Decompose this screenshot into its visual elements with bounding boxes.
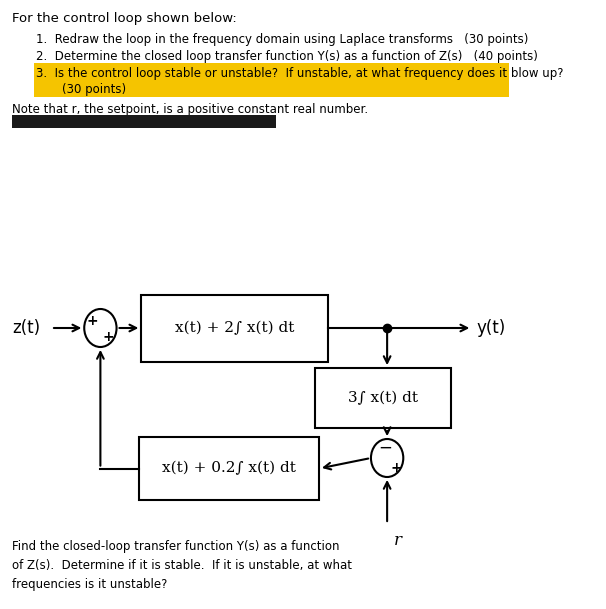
Text: x(t) + 0.2∫ x(t) dt: x(t) + 0.2∫ x(t) dt xyxy=(162,462,296,476)
Bar xyxy=(139,437,319,500)
Text: 1.  Redraw the loop in the frequency domain using Laplace transforms   (30 point: 1. Redraw the loop in the frequency doma… xyxy=(36,33,528,46)
Text: 3.  Is the control loop stable or unstable?  If unstable, at what frequency does: 3. Is the control loop stable or unstabl… xyxy=(36,67,563,80)
Text: z(t): z(t) xyxy=(12,319,40,337)
Text: x(t) + 2∫ x(t) dt: x(t) + 2∫ x(t) dt xyxy=(175,322,294,336)
Text: +: + xyxy=(391,461,402,475)
Text: For the control loop shown below:: For the control loop shown below: xyxy=(12,12,237,25)
Text: +: + xyxy=(102,330,114,344)
Text: r: r xyxy=(394,532,402,549)
Bar xyxy=(141,295,328,362)
Bar xyxy=(34,63,509,97)
Text: +: + xyxy=(86,314,98,328)
Text: −: − xyxy=(379,439,392,457)
Bar xyxy=(315,368,451,428)
Text: Find the closed-loop transfer function Y(s) as a function
of Z(s).  Determine if: Find the closed-loop transfer function Y… xyxy=(12,540,352,591)
Text: y(t): y(t) xyxy=(476,319,506,337)
Text: 3∫ x(t) dt: 3∫ x(t) dt xyxy=(348,391,418,405)
Text: (30 points): (30 points) xyxy=(47,83,126,96)
Bar xyxy=(12,115,276,128)
Text: Note that r, the setpoint, is a positive constant real number.: Note that r, the setpoint, is a positive… xyxy=(12,103,368,116)
Text: 2.  Determine the closed loop transfer function Y(s) as a function of Z(s)   (40: 2. Determine the closed loop transfer fu… xyxy=(36,50,538,63)
